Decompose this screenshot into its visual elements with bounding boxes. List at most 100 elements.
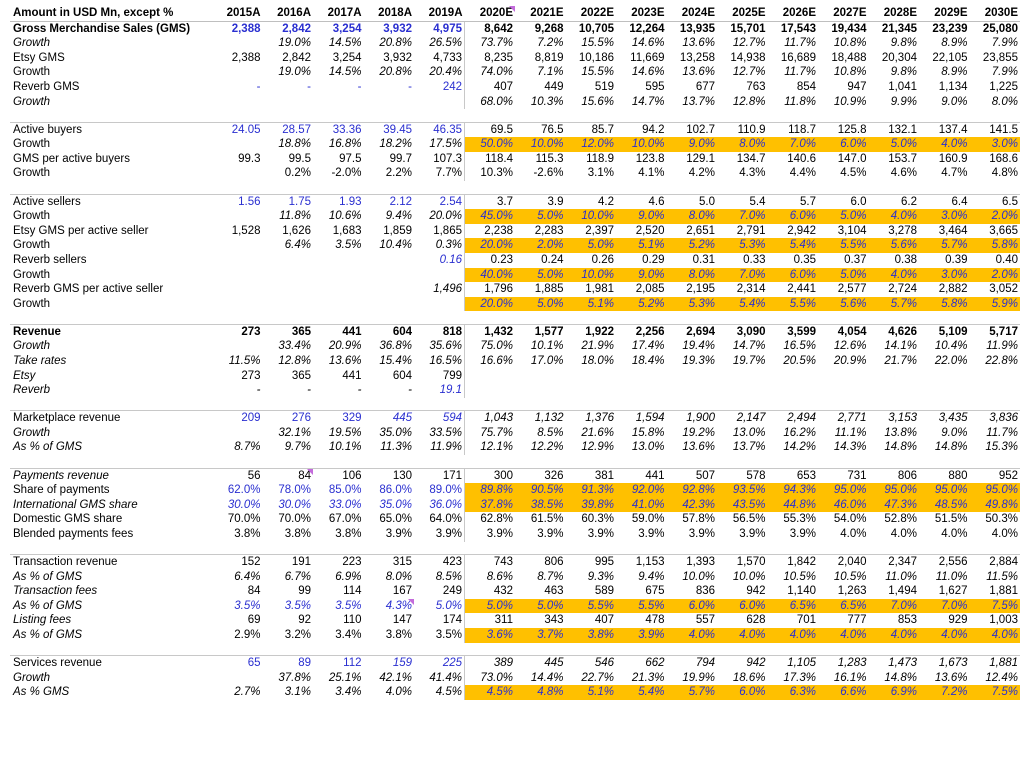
value-cell[interactable]: 315 (363, 553, 414, 570)
value-cell[interactable]: 5.4% (616, 685, 667, 700)
empty-cell[interactable] (10, 181, 212, 194)
value-cell[interactable]: 799 (442, 369, 462, 382)
value-cell[interactable]: 52.8% (884, 513, 917, 526)
value-cell[interactable]: 3,090 (717, 323, 768, 340)
value-cell[interactable]: 6.0% (767, 209, 818, 224)
value-cell[interactable]: 19.4% (682, 340, 715, 353)
value-cell[interactable]: 0.2% (284, 167, 311, 180)
empty-cell[interactable] (919, 643, 970, 656)
empty-cell[interactable] (212, 181, 263, 194)
empty-cell[interactable] (919, 109, 970, 122)
value-cell[interactable]: 5.7% (919, 238, 970, 253)
value-cell[interactable]: 1,577 (515, 323, 566, 340)
value-cell[interactable]: 15.8% (631, 426, 665, 439)
value-cell[interactable]: 3.4% (335, 686, 362, 699)
value-cell[interactable]: 20.4% (429, 66, 462, 79)
value-cell[interactable]: 18,488 (831, 51, 867, 64)
value-cell[interactable]: 223 (313, 553, 364, 570)
value-cell[interactable]: 10.8% (833, 66, 867, 79)
value-cell[interactable]: 836 (695, 585, 715, 598)
row-label-cell[interactable]: As % of GMS (13, 628, 83, 641)
value-cell[interactable]: 2,347 (868, 553, 919, 570)
value-cell[interactable]: 1,496 (433, 283, 462, 296)
year-header-cell[interactable]: 2027E (818, 6, 869, 22)
value-cell[interactable]: 69.5 (464, 121, 515, 138)
value-cell[interactable]: 4.0% (868, 267, 919, 283)
empty-cell[interactable] (869, 455, 920, 468)
value-cell[interactable]: 76.5 (515, 121, 566, 138)
value-cell[interactable]: 8.0% (717, 137, 768, 152)
value-cell[interactable]: 16.1% (833, 671, 867, 684)
value-cell[interactable]: 35.6% (429, 340, 462, 353)
value-cell[interactable]: 7.9% (991, 37, 1018, 50)
value-cell[interactable]: 69 (247, 614, 261, 627)
value-cell[interactable]: 2,397 (585, 224, 614, 237)
value-cell[interactable]: 10.3% (530, 95, 564, 108)
value-cell[interactable]: 10.9% (833, 95, 867, 108)
value-cell[interactable]: 22.0% (934, 354, 968, 367)
value-cell[interactable]: 4.0% (385, 686, 412, 699)
value-cell[interactable]: 4,626 (868, 323, 919, 340)
value-cell[interactable]: 4.2 (565, 193, 616, 210)
value-cell[interactable]: 19.2% (682, 426, 715, 439)
empty-cell[interactable] (212, 311, 263, 324)
value-cell[interactable]: 1,225 (989, 80, 1018, 93)
empty-cell[interactable] (566, 542, 617, 555)
value-cell[interactable] (313, 95, 364, 110)
value-cell[interactable]: 5.1% (565, 296, 616, 312)
value-cell[interactable]: 9.8% (890, 37, 917, 50)
value-cell[interactable]: 89.8% (464, 483, 515, 498)
value-cell[interactable]: 10.4% (379, 239, 412, 252)
value-cell[interactable]: 16.6% (464, 353, 515, 369)
value-cell[interactable]: 92.8% (666, 483, 717, 498)
value-cell[interactable] (616, 369, 667, 384)
value-cell[interactable]: 2,842 (282, 51, 311, 64)
value-cell[interactable]: 56.5% (732, 513, 766, 526)
value-cell[interactable]: 11.7% (784, 37, 816, 50)
row-label-cell[interactable]: Growth (13, 268, 51, 281)
value-cell[interactable]: 5.7% (868, 296, 919, 312)
value-cell[interactable]: 65 (212, 655, 263, 671)
value-cell[interactable]: 2,556 (919, 553, 970, 570)
value-cell[interactable]: 1,865 (433, 224, 462, 237)
value-cell[interactable]: 3,104 (837, 224, 867, 237)
value-cell[interactable]: 5.5% (616, 598, 667, 614)
value-cell[interactable]: 3.5% (435, 628, 462, 641)
value-cell[interactable]: 10,705 (578, 22, 614, 35)
value-cell[interactable]: 6.7% (284, 570, 311, 583)
value-cell[interactable]: 10.0% (565, 209, 616, 224)
value-cell[interactable]: 326 (515, 467, 566, 484)
value-cell[interactable]: 13.0% (732, 426, 766, 439)
value-cell[interactable] (212, 339, 263, 354)
value-cell[interactable]: 249 (442, 585, 462, 598)
value-cell[interactable]: 731 (818, 467, 869, 484)
value-cell[interactable]: 5.5% (767, 296, 818, 312)
empty-cell[interactable] (364, 181, 415, 194)
value-cell[interactable]: 2,724 (888, 283, 917, 296)
empty-cell[interactable] (667, 311, 718, 324)
empty-cell[interactable] (10, 455, 212, 468)
value-cell[interactable]: 2,791 (736, 224, 766, 237)
value-cell[interactable]: 74.0% (464, 65, 515, 80)
value-cell[interactable] (414, 95, 465, 110)
value-cell[interactable]: 5.3% (666, 296, 717, 312)
value-cell[interactable]: 1,473 (868, 655, 919, 671)
value-cell[interactable]: 5.1% (565, 685, 616, 700)
value-cell[interactable]: 8.9% (941, 66, 968, 79)
value-cell[interactable]: 21.3% (631, 671, 665, 684)
value-cell[interactable] (818, 369, 869, 384)
value-cell[interactable]: 50.3% (985, 513, 1018, 526)
year-header-cell[interactable]: 2021E (515, 6, 566, 22)
value-cell[interactable]: 0.37 (844, 253, 867, 266)
value-cell[interactable]: 19.1 (439, 384, 462, 397)
value-cell[interactable]: 18.4% (631, 354, 665, 367)
value-cell[interactable]: 5.2% (616, 296, 667, 312)
empty-cell[interactable] (818, 542, 869, 555)
value-cell[interactable]: 159 (363, 655, 414, 671)
value-cell[interactable]: 1,922 (565, 323, 616, 340)
value-cell[interactable]: 64.0% (429, 513, 462, 526)
value-cell[interactable]: 6.9% (868, 685, 919, 700)
value-cell[interactable]: 432 (464, 584, 515, 599)
value-cell[interactable]: 604 (392, 369, 412, 382)
value-cell[interactable]: 17.5% (429, 138, 462, 151)
